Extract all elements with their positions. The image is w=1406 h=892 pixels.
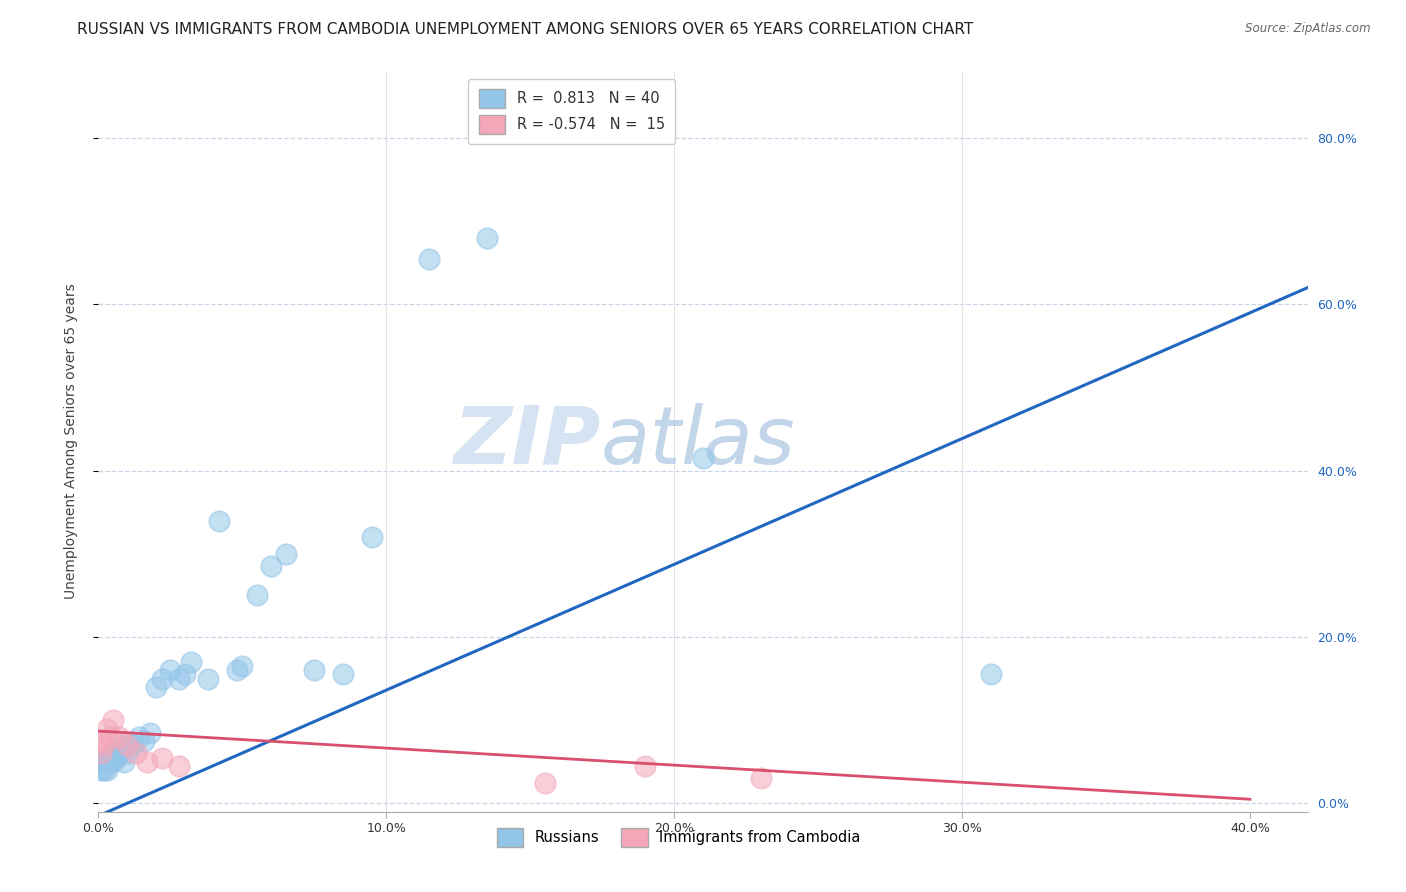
Point — [304, 663, 326, 677]
Point — [107, 730, 129, 744]
Point — [136, 755, 159, 769]
Point — [104, 750, 127, 764]
Point — [139, 725, 162, 739]
Point — [246, 589, 269, 603]
Text: RUSSIAN VS IMMIGRANTS FROM CAMBODIA UNEMPLOYMENT AMONG SENIORS OVER 65 YEARS COR: RUSSIAN VS IMMIGRANTS FROM CAMBODIA UNEM… — [77, 22, 973, 37]
Point — [96, 722, 118, 736]
Point — [93, 755, 115, 769]
Point — [90, 747, 112, 761]
Point — [231, 659, 253, 673]
Point — [96, 763, 118, 777]
Text: Source: ZipAtlas.com: Source: ZipAtlas.com — [1246, 22, 1371, 36]
Point — [980, 667, 1002, 681]
Point — [361, 530, 384, 544]
Point — [128, 730, 150, 744]
Text: atlas: atlas — [600, 402, 794, 481]
Point — [634, 759, 657, 773]
Point — [112, 755, 135, 769]
Point — [98, 755, 121, 769]
Point — [125, 747, 148, 761]
Point — [101, 747, 124, 761]
Point — [225, 663, 247, 677]
Y-axis label: Unemployment Among Seniors over 65 years: Unemployment Among Seniors over 65 years — [63, 284, 77, 599]
Point — [274, 547, 297, 561]
Point — [150, 750, 173, 764]
Point — [533, 775, 555, 789]
Point — [96, 750, 118, 764]
Point — [180, 655, 202, 669]
Point — [475, 231, 498, 245]
Point — [260, 559, 283, 574]
Point — [98, 750, 121, 764]
Point — [90, 763, 112, 777]
Point — [120, 738, 142, 752]
Text: ZIP: ZIP — [453, 402, 600, 481]
Point — [145, 680, 167, 694]
Point — [197, 672, 219, 686]
Point — [173, 667, 195, 681]
Point — [110, 738, 132, 752]
Point — [418, 252, 440, 266]
Point — [122, 738, 145, 752]
Point — [134, 734, 156, 748]
Point — [159, 663, 181, 677]
Point — [692, 451, 714, 466]
Point — [150, 672, 173, 686]
Point — [101, 713, 124, 727]
Point — [115, 747, 138, 761]
Point — [93, 763, 115, 777]
Point — [208, 514, 231, 528]
Point — [90, 755, 112, 769]
Legend: Russians, Immigrants from Cambodia: Russians, Immigrants from Cambodia — [491, 822, 866, 853]
Point — [115, 738, 138, 752]
Point — [107, 747, 129, 761]
Point — [90, 734, 112, 748]
Point — [332, 667, 354, 681]
Point — [101, 755, 124, 769]
Point — [749, 772, 772, 786]
Point — [93, 738, 115, 752]
Point — [98, 730, 121, 744]
Point — [167, 672, 190, 686]
Point — [167, 759, 190, 773]
